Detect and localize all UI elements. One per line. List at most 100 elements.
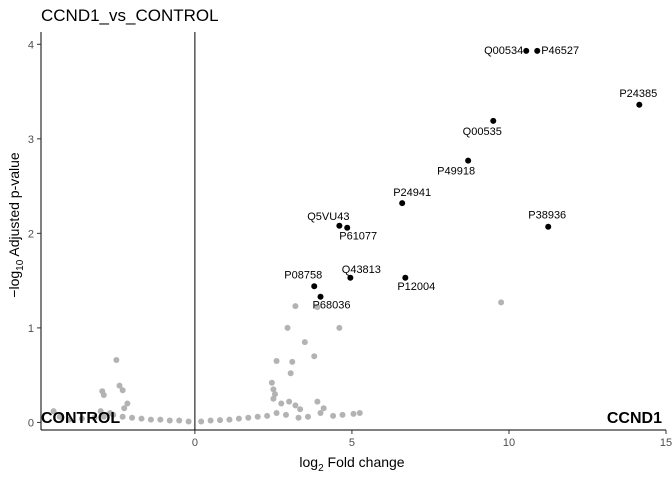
y-tick-label: 4 <box>28 39 34 51</box>
nonsignificant-point <box>273 357 280 364</box>
point-label: P38936 <box>528 210 566 222</box>
significant-point <box>311 283 318 290</box>
nonsignificant-points <box>50 299 505 425</box>
nonsignificant-point <box>119 387 126 394</box>
nonsignificant-point <box>314 304 321 311</box>
nonsignificant-point <box>185 418 192 425</box>
nonsignificant-point <box>287 370 294 377</box>
significant-point <box>344 224 351 231</box>
significant-point <box>636 101 643 108</box>
x-tick-label: 10 <box>503 437 515 449</box>
nonsignificant-point <box>270 395 277 402</box>
significant-point <box>465 157 472 164</box>
nonsignificant-point <box>78 415 85 422</box>
nonsignificant-point <box>356 409 363 416</box>
nonsignificant-point <box>138 415 145 422</box>
point-label: Q5VU43 <box>307 211 349 223</box>
point-label: P49918 <box>437 166 475 178</box>
nonsignificant-point <box>330 412 337 419</box>
significant-point <box>545 223 552 230</box>
nonsignificant-point <box>297 406 304 413</box>
nonsignificant-point <box>113 357 120 364</box>
nonsignificant-point <box>119 413 126 420</box>
y-tick-label: 3 <box>28 134 34 146</box>
nonsignificant-point <box>97 408 104 415</box>
nonsignificant-point <box>282 411 289 418</box>
nonsignificant-point <box>320 405 327 412</box>
nonsignificant-point <box>301 339 308 346</box>
significant-point <box>347 274 354 281</box>
nonsignificant-point <box>268 379 275 386</box>
significant-point <box>490 117 497 124</box>
nonsignificant-point <box>176 417 183 424</box>
nonsignificant-point <box>273 409 280 416</box>
nonsignificant-point <box>289 358 296 365</box>
nonsignificant-point <box>207 417 214 424</box>
significant-point <box>534 47 541 54</box>
nonsignificant-point <box>317 409 324 416</box>
nonsignificant-point <box>198 418 205 425</box>
point-label: Q00535 <box>463 126 502 138</box>
nonsignificant-point <box>292 303 299 310</box>
significant-point <box>399 200 406 207</box>
x-tick-label: 0 <box>192 437 198 449</box>
nonsignificant-point <box>254 413 261 420</box>
nonsignificant-point <box>50 408 57 415</box>
significant-point <box>523 47 530 54</box>
nonsignificant-point <box>235 415 242 422</box>
nonsignificant-point <box>100 413 107 420</box>
x-tick-label: 15 <box>660 437 672 449</box>
nonsignificant-point <box>271 391 278 398</box>
nonsignificant-point <box>217 417 224 424</box>
nonsignificant-point <box>166 417 173 424</box>
nonsignificant-point <box>91 414 98 421</box>
nonsignificant-point <box>304 413 311 420</box>
nonsignificant-point <box>350 410 357 417</box>
y-tick-label: 1 <box>28 323 34 335</box>
significant-point <box>402 274 409 281</box>
y-ticks: 0 1 2 3 4 <box>28 39 41 429</box>
nonsignificant-point <box>245 414 252 421</box>
x-axis-label: log2 Fold change <box>299 454 404 474</box>
group-label-left: CONTROL <box>41 410 120 427</box>
nonsignificant-point <box>314 398 321 405</box>
nonsignificant-point <box>66 416 73 423</box>
point-label: Q00534 <box>484 45 523 57</box>
point-label: P68036 <box>313 300 351 312</box>
plot-area: Q00534 P46527 P24385 Q00535 P49918 P24941 P389… <box>50 32 657 430</box>
significant-points <box>311 47 643 300</box>
nonsignificant-point <box>56 413 63 420</box>
nonsignificant-point <box>107 409 114 416</box>
point-label: P08758 <box>284 269 322 281</box>
nonsignificant-point <box>264 412 271 419</box>
nonsignificant-point <box>116 382 123 389</box>
point-label: P24385 <box>619 88 657 100</box>
x-tick-label: 5 <box>349 437 355 449</box>
nonsignificant-point <box>295 414 302 421</box>
nonsignificant-point <box>157 416 164 423</box>
point-label: Q43813 <box>342 264 381 276</box>
nonsignificant-point <box>124 400 131 407</box>
significant-point <box>336 222 343 229</box>
y-tick-label: 0 <box>28 417 34 429</box>
nonsignificant-point <box>498 299 505 306</box>
point-label: P61077 <box>339 231 377 243</box>
nonsignificant-point <box>292 402 299 409</box>
chart-title: CCND1_vs_CONTROL <box>41 6 219 25</box>
group-label-right: CCND1 <box>607 410 662 427</box>
x-ticks: 0 5 10 15 <box>192 430 672 449</box>
nonsignificant-point <box>284 324 291 331</box>
y-axis-label: −log10 Adjusted p-value <box>6 152 26 298</box>
significant-point <box>317 293 324 300</box>
nonsignificant-point <box>129 414 136 421</box>
nonsignificant-point <box>311 353 318 360</box>
nonsignificant-point <box>147 416 154 423</box>
point-label: P24941 <box>393 187 431 199</box>
nonsignificant-point <box>226 416 233 423</box>
y-tick-label: 2 <box>28 228 34 240</box>
nonsignificant-point <box>121 405 128 412</box>
nonsignificant-point <box>278 400 285 407</box>
point-label: P12004 <box>397 281 435 293</box>
nonsignificant-point <box>100 392 107 399</box>
